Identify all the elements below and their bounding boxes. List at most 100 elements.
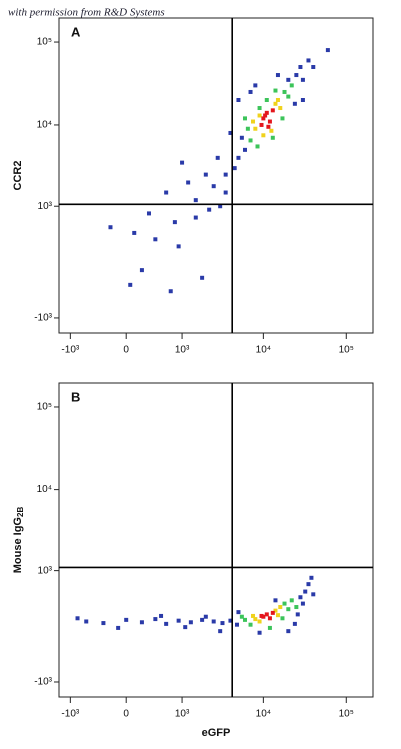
event-point [273, 88, 278, 93]
event-point [84, 619, 89, 624]
event-point [164, 190, 169, 195]
event-point [200, 617, 205, 622]
event-point [168, 289, 173, 294]
event-point [218, 204, 223, 209]
event-point [270, 610, 275, 615]
event-point [294, 73, 299, 78]
event-point [275, 98, 280, 103]
event-point [255, 144, 260, 149]
event-point [251, 119, 256, 124]
event-point [264, 612, 269, 617]
event-point [176, 618, 181, 623]
event-point [211, 619, 216, 624]
event-point [267, 625, 272, 630]
event-point [280, 616, 285, 621]
event-point [164, 621, 169, 626]
event-point [223, 190, 228, 195]
x-tick-label: 10³ [175, 345, 190, 356]
event-point [292, 101, 297, 106]
x-tick-label: 10⁵ [339, 345, 354, 356]
x-tick-label: 10⁴ [256, 345, 271, 356]
event-point [200, 275, 205, 280]
event-point [101, 621, 106, 626]
event-point [239, 614, 244, 619]
x-tick-label: 10⁴ [256, 709, 271, 720]
y-tick-label: 10³ [38, 201, 53, 212]
event-point [303, 589, 308, 594]
event-point [193, 215, 198, 220]
event-point [275, 613, 280, 618]
event-point [273, 598, 278, 603]
event-point [278, 605, 283, 610]
event-point [228, 130, 233, 135]
y-tick-label: 10⁴ [37, 484, 52, 495]
x-tick-label: 0 [123, 345, 129, 356]
event-point [306, 58, 311, 63]
event-point [139, 620, 144, 625]
event-point [116, 625, 121, 630]
event-point [228, 618, 233, 623]
y-tick-label: -10³ [34, 677, 52, 688]
event-point [292, 621, 297, 626]
event-point [259, 122, 264, 127]
event-point [236, 610, 241, 615]
event-point [257, 106, 262, 111]
plot-frame [58, 17, 374, 334]
event-point [188, 620, 193, 625]
event-point [261, 133, 266, 138]
event-point [275, 73, 280, 78]
event-point [289, 598, 294, 603]
event-point [266, 124, 271, 129]
event-point [139, 268, 144, 273]
event-point [273, 101, 278, 106]
event-point [253, 83, 258, 88]
x-axis-title: eGFP [202, 727, 231, 739]
watermark: with permission from R&D Systems [8, 7, 165, 19]
y-axis-title-text: Mouse IgG [12, 517, 24, 573]
event-point [300, 98, 305, 103]
x-tick-label: 10⁵ [339, 709, 354, 720]
y-tick-label: 10⁴ [37, 120, 52, 131]
y-tick-label: -10³ [34, 313, 52, 324]
event-point [245, 126, 250, 131]
y-axis-title: CCR2 [12, 161, 24, 191]
y-axis-title: Mouse IgG2B [12, 507, 25, 574]
event-point [251, 613, 256, 618]
event-point [286, 607, 291, 612]
event-point [242, 116, 247, 121]
y-tick-label: 10⁵ [37, 37, 52, 48]
event-point [242, 147, 247, 152]
event-point [278, 106, 283, 111]
event-point [203, 614, 208, 619]
event-point [234, 622, 239, 627]
event-point [211, 184, 216, 189]
event-point [325, 48, 330, 53]
y-axis-title-text: CCR2 [12, 161, 24, 191]
event-point [264, 98, 269, 103]
event-point [75, 616, 80, 621]
y-tick-label: 10⁵ [37, 402, 52, 413]
event-point [248, 138, 253, 143]
event-point [153, 237, 158, 242]
panel-label: A [71, 24, 81, 39]
event-point [298, 65, 303, 70]
event-point [253, 617, 258, 622]
event-point [280, 116, 285, 121]
event-point [128, 282, 133, 287]
event-point [215, 155, 220, 160]
plot-frame [58, 382, 374, 698]
y-axis-title-subscript: 2B [16, 507, 25, 517]
event-point [236, 98, 241, 103]
event-point [207, 207, 212, 212]
event-point [257, 630, 262, 635]
event-point [124, 617, 129, 622]
event-point [300, 77, 305, 82]
x-tick-label: -10³ [61, 345, 79, 356]
event-point [289, 83, 294, 88]
event-point [309, 575, 314, 580]
event-point [203, 172, 208, 177]
y-tick-label: 10³ [38, 565, 53, 576]
event-point [186, 180, 191, 185]
event-point [223, 172, 228, 177]
